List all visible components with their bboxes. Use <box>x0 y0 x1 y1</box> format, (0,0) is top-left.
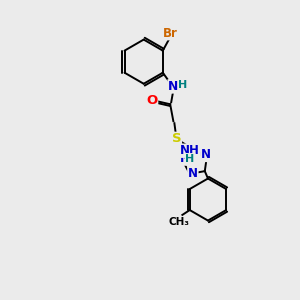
Text: N: N <box>188 167 198 180</box>
Text: N: N <box>201 148 211 161</box>
Text: NH: NH <box>180 144 200 157</box>
Text: N: N <box>180 152 190 165</box>
Text: CH₃: CH₃ <box>169 217 190 227</box>
Text: S: S <box>172 133 181 146</box>
Text: H: H <box>178 80 188 90</box>
Text: Br: Br <box>163 27 178 40</box>
Text: N: N <box>168 80 178 93</box>
Text: O: O <box>146 94 158 106</box>
Text: H: H <box>185 154 195 164</box>
